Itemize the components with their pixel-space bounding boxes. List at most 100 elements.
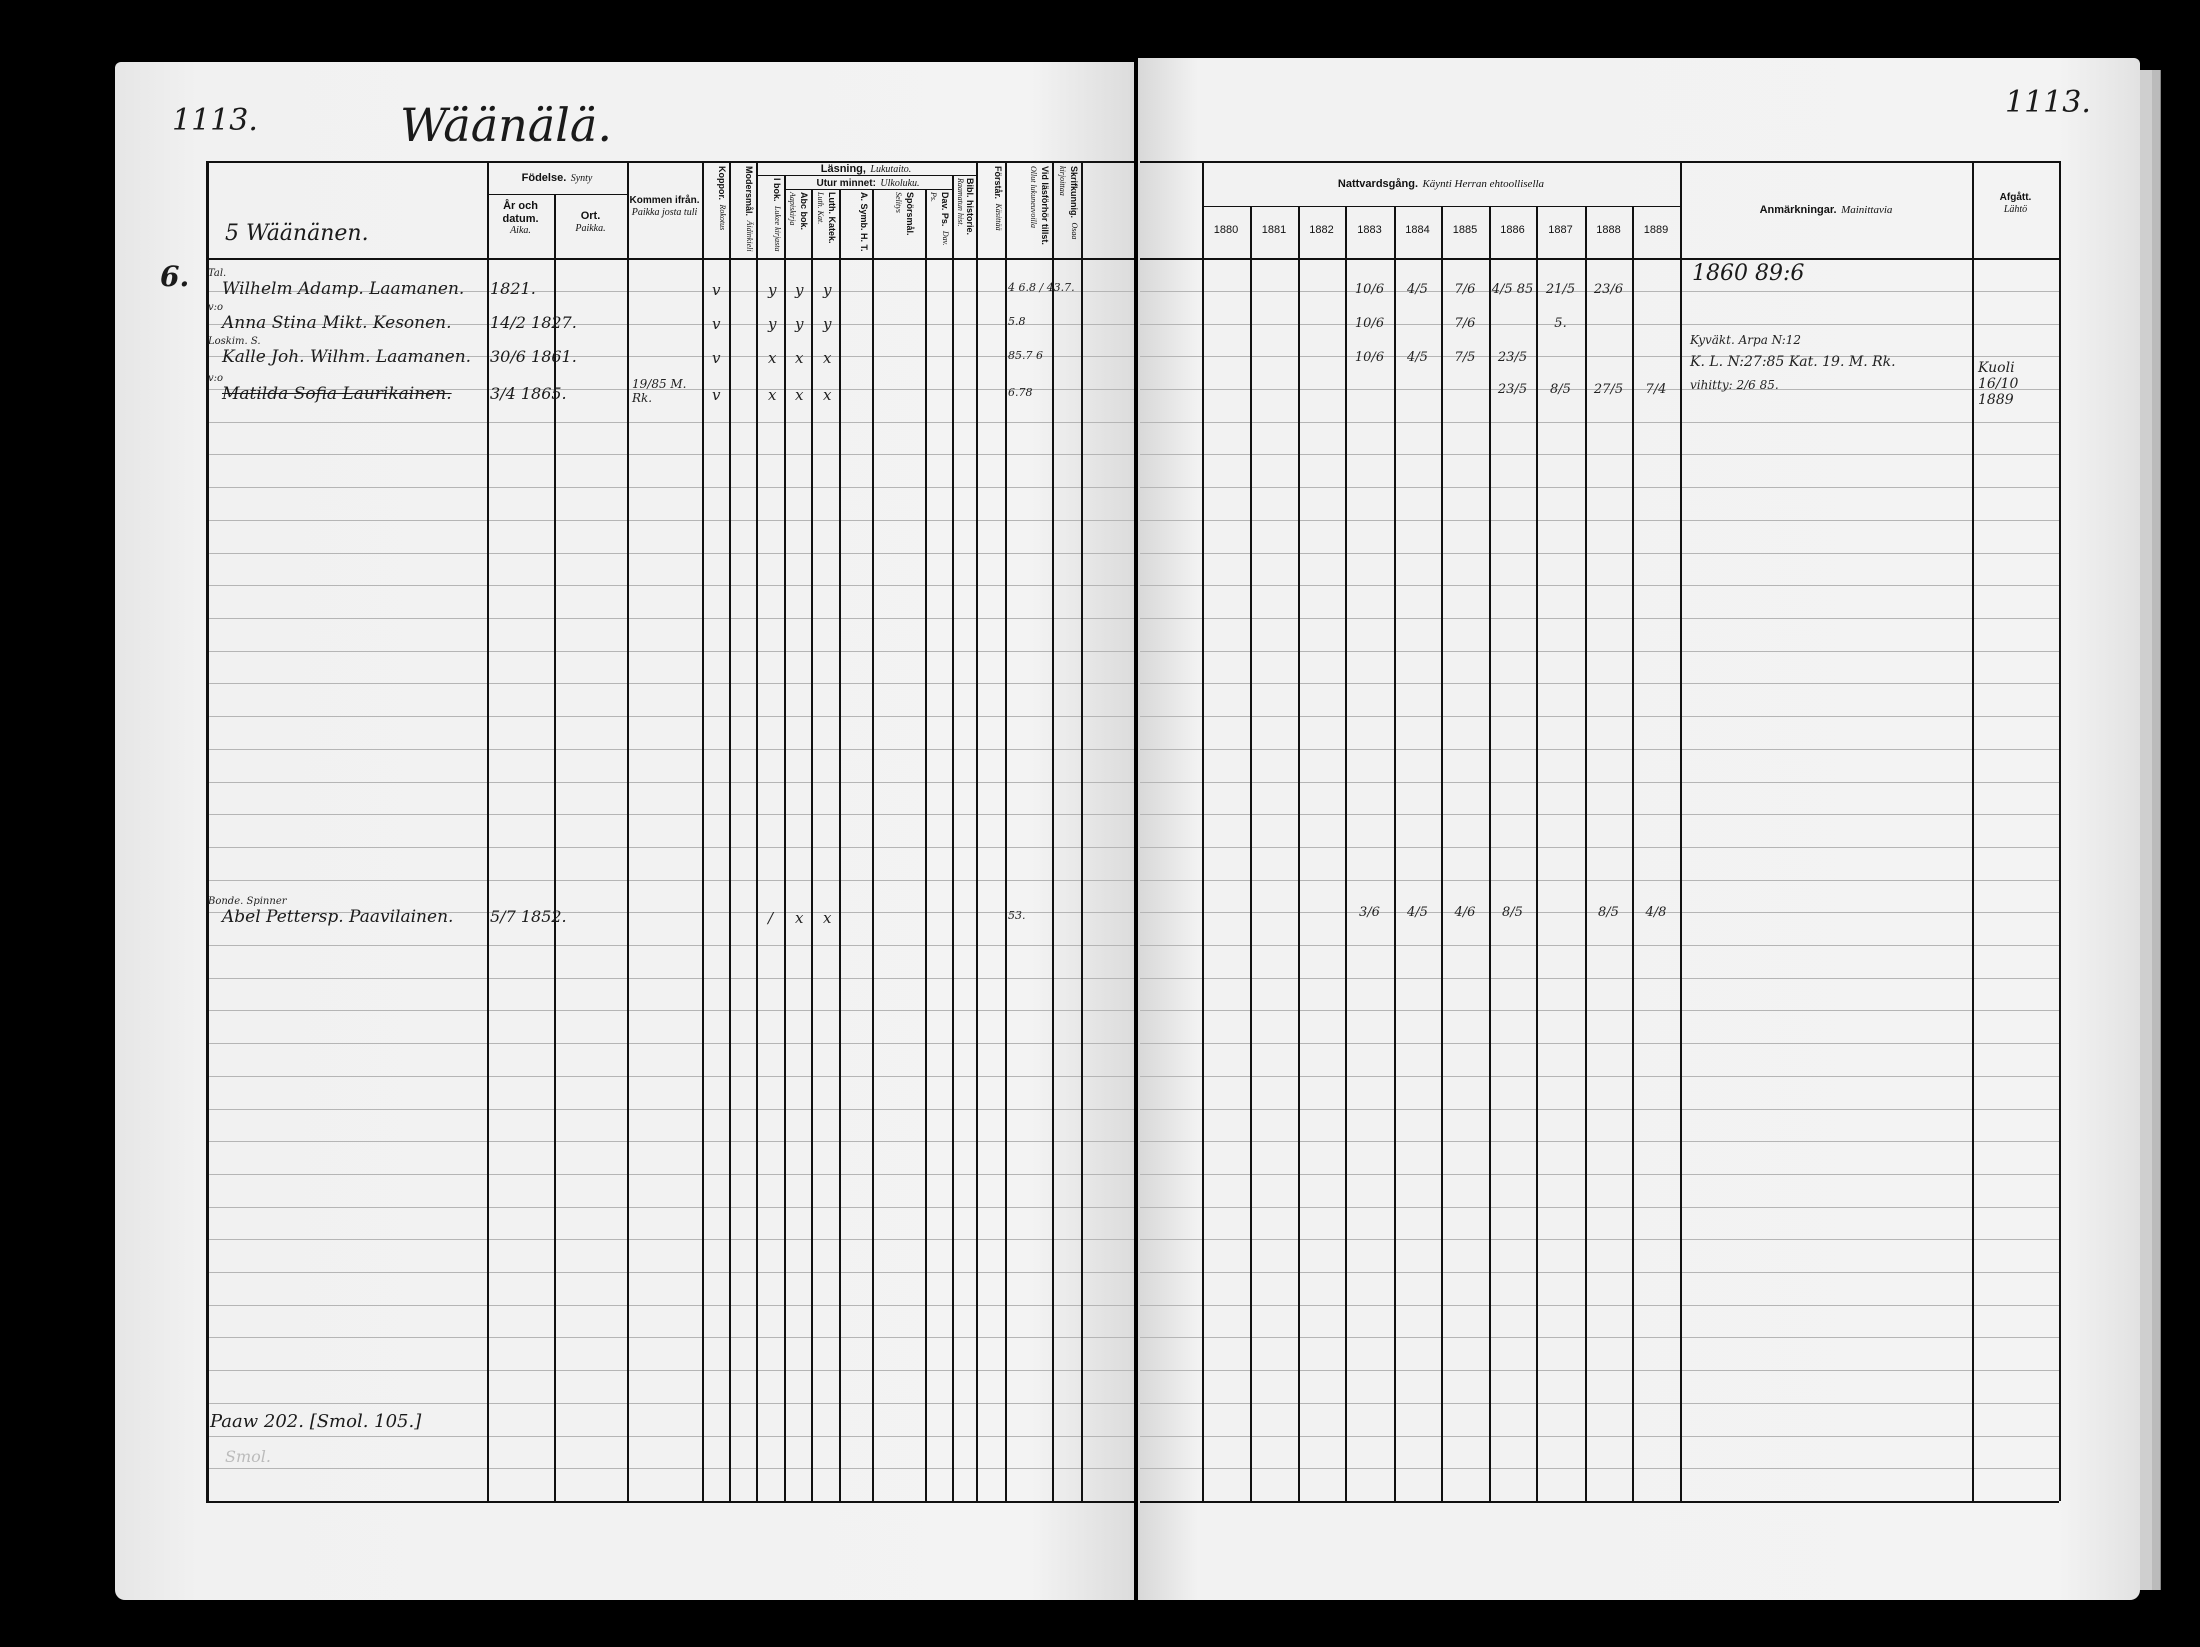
reading-mark: x: [823, 386, 832, 404]
row-rule: [1140, 585, 2059, 586]
house-name: 5 Wäänänen.: [225, 221, 369, 246]
column-line: [1441, 206, 1443, 1501]
row-rule: [1140, 1403, 2059, 1404]
questions-header: Spörsmål. Selitys: [880, 192, 916, 254]
label-fi: Käynti Herran ehtoollisella: [1422, 178, 1545, 190]
smallpox-mark: v: [712, 315, 721, 333]
communion-date: 4/8: [1645, 905, 1667, 920]
label-sv: Spörsmål.: [905, 192, 915, 236]
row-rule: [1140, 618, 2059, 619]
label-sv: Luth. Katek.: [827, 192, 837, 244]
exam-attendance: 85.7 6: [1008, 349, 1043, 362]
label-sv: År och datum.: [502, 200, 539, 225]
reading-mark: y: [768, 315, 777, 333]
communion-date: 27/5: [1593, 382, 1624, 397]
reading-mark: x: [768, 386, 777, 404]
communion-date: 7/5: [1454, 350, 1476, 365]
row-rule: [1140, 880, 2059, 881]
label-sv: Läsning,: [820, 163, 866, 175]
birth-date-header: År och datum. Aika.: [487, 200, 554, 237]
exam-attendance: 4 6.8 / 43.7.: [1008, 281, 1075, 294]
smallpox-mark: v: [712, 349, 721, 367]
label-fi: Paikka.: [575, 222, 606, 234]
row-rule: [1140, 520, 2059, 521]
row-rule: [1140, 749, 2059, 750]
row-rule: [1140, 716, 2059, 717]
year-header: 1888: [1596, 224, 1621, 236]
label-fi: Ollut lukuneuvoilla: [1029, 166, 1038, 228]
label-sv: Förstår.: [993, 166, 1003, 200]
bible-history-header: Bibl. historie. Raamatun hist.: [953, 178, 975, 256]
came-from-header: Kommen ifrån. Paikka josta tuli: [627, 195, 702, 218]
reading-group-header: Läsning, Lukutaito.: [756, 161, 976, 176]
label-sv: Ort.: [580, 210, 601, 222]
row-rule: [206, 389, 1134, 390]
footer-note: Paaw 202. [Smol. 105.]: [210, 1411, 422, 1432]
in-book-header: I bok. Lukee kirjasta: [757, 178, 783, 254]
row-rule: [1140, 1337, 2059, 1338]
remark-line: K. L. N:27:85 Kat. 19. M. Rk.: [1690, 354, 1896, 370]
exam-attendance: 53.: [1008, 909, 1026, 922]
column-line: [554, 194, 556, 1501]
reading-mark: y: [823, 315, 832, 333]
remark-line: 1860 89:6: [1692, 261, 1805, 286]
row-rule: [206, 651, 1134, 652]
row-rule: [1140, 1272, 2059, 1273]
year-header: 1883: [1357, 224, 1382, 236]
column-line: [976, 161, 978, 1501]
label-fi: Rokotus: [718, 204, 727, 231]
row-rule: [206, 324, 1134, 325]
row-rule: [1140, 945, 2059, 946]
column-line: [1680, 161, 1682, 1501]
header-subdivider: [487, 194, 627, 195]
label-sv: Skrifkunnig.: [1069, 166, 1079, 219]
row-rule: [206, 1436, 1134, 1437]
row-rule: [1140, 291, 2059, 292]
communion-date: 23/5: [1497, 350, 1528, 365]
name-prefix: v:o: [208, 302, 224, 313]
smallpox-mark: v: [712, 281, 721, 299]
label-fi: Lukutaito.: [870, 164, 912, 175]
mother-tongue-header: Modersmål. Äidinkieli: [730, 166, 755, 254]
smallpox-mark: v: [712, 386, 721, 404]
abc-book-header: Abc bok. Aapiskirja: [785, 192, 810, 254]
row-rule: [1140, 553, 2059, 554]
row-rule: [206, 1174, 1134, 1175]
communion-date: 23/5: [1497, 382, 1528, 397]
memory-group-header: Utur minnet: Ulkoluku.: [784, 176, 952, 190]
year-header: 1882: [1309, 224, 1334, 236]
birth-date: 1821.: [490, 279, 536, 298]
row-rule: [1140, 1370, 2059, 1371]
row-rule: [1140, 1076, 2059, 1077]
row-rule: [1140, 782, 2059, 783]
row-rule: [206, 1207, 1134, 1208]
label-fi: Aika.: [510, 225, 531, 237]
symbols-header: A. Symb. H. T.: [842, 192, 870, 254]
row-rule: [1140, 389, 2059, 390]
column-line: [784, 175, 786, 1501]
reading-mark: y: [768, 281, 777, 299]
column-line: [729, 161, 731, 1501]
label-sv: Utur minnet:: [816, 178, 876, 189]
departed-header: Afgått. Lähtö: [1972, 192, 2059, 215]
label-sv: Bibl. historie.: [965, 178, 975, 236]
column-line: [1489, 206, 1491, 1501]
row-rule: [206, 1272, 1134, 1273]
communion-date: 23/6: [1593, 282, 1624, 297]
column-line: [1250, 206, 1252, 1501]
row-rule: [206, 880, 1134, 881]
row-rule: [206, 1403, 1134, 1404]
reading-mark: y: [795, 281, 804, 299]
exam-attendance: 6.78: [1008, 386, 1033, 399]
label-sv: Abc bok.: [799, 192, 809, 231]
column-line: [1585, 206, 1587, 1501]
row-rule: [1140, 487, 2059, 488]
label-sv: Anmärkningar.: [1759, 204, 1837, 216]
row-rule: [1140, 683, 2059, 684]
communion-date: 10/6: [1354, 316, 1385, 331]
row-rule: [206, 847, 1134, 848]
birth-date: 5/7 1852.: [490, 907, 567, 926]
column-line: [2059, 161, 2061, 1501]
label-sv: Vid läsförhör tillst.: [1040, 166, 1050, 245]
row-rule: [1140, 978, 2059, 979]
